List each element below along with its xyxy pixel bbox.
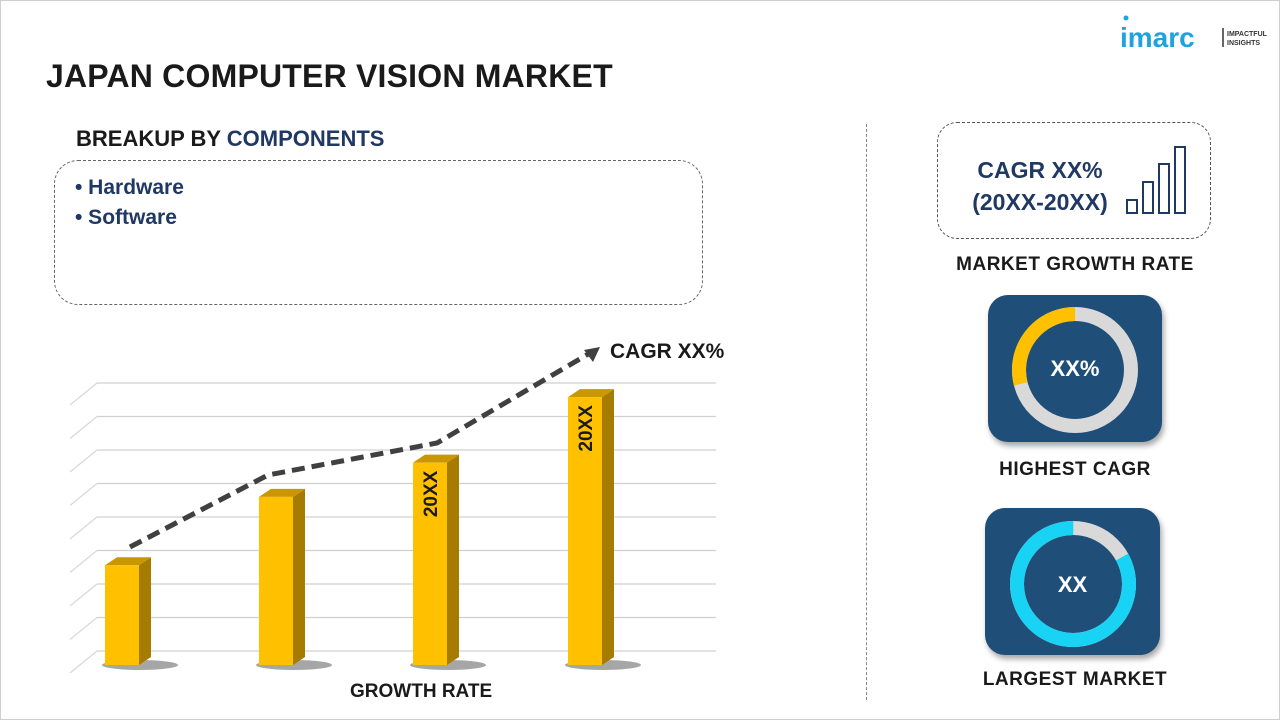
page-title: JAPAN COMPUTER VISION MARKET bbox=[46, 58, 613, 94]
chart-cagr-label: CAGR XX% bbox=[610, 340, 725, 363]
breakup-highlight: COMPONENTS bbox=[226, 126, 385, 151]
trend-line bbox=[128, 350, 592, 550]
gridline-depth bbox=[69, 550, 98, 573]
gridline-depth bbox=[69, 617, 98, 640]
divider bbox=[866, 124, 867, 700]
largest-market-label: LARGEST MARKET bbox=[982, 669, 1168, 690]
growth-chart: 20XX 20XX bbox=[69, 347, 716, 674]
bar-label: 20XX bbox=[576, 405, 597, 452]
svg-text:imarc: imarc bbox=[1120, 22, 1195, 53]
svg-text:IMPACTFUL: IMPACTFUL bbox=[1227, 31, 1268, 38]
breakup-title: BREAKUP BY COMPONENTS bbox=[76, 126, 384, 152]
cagr-line1: CAGR XX% bbox=[977, 157, 1103, 183]
largest-market-donut bbox=[1010, 521, 1136, 647]
largest-market-card: XX bbox=[985, 508, 1160, 655]
highest-cagr-card: XX% bbox=[988, 295, 1162, 442]
highest-cagr-label: HIGHEST CAGR bbox=[999, 459, 1151, 480]
gridline-depth bbox=[69, 483, 98, 506]
gridline-depth bbox=[69, 650, 98, 674]
breakup-box: • Hardware • Software bbox=[54, 160, 703, 305]
bar bbox=[259, 496, 293, 665]
market-growth-label: MARKET GROWTH RATE bbox=[956, 254, 1194, 275]
bar-top bbox=[413, 454, 459, 463]
market-growth-cagr: CAGR XX% (20XX-20XX) bbox=[952, 154, 1128, 218]
bar-side bbox=[447, 454, 459, 665]
bar-side bbox=[139, 557, 151, 665]
bar bbox=[413, 462, 447, 665]
largest-market-value: XX bbox=[1057, 572, 1088, 597]
bar bbox=[105, 565, 139, 665]
breakup-prefix: BREAKUP BY bbox=[76, 126, 227, 151]
bar-top bbox=[259, 488, 305, 497]
gridline-depth bbox=[69, 516, 98, 540]
breakup-item-hardware: • Hardware bbox=[75, 176, 184, 199]
bar-chart-icon bbox=[1126, 146, 1186, 214]
svg-text:INSIGHTS: INSIGHTS bbox=[1227, 40, 1260, 47]
market-growth-box bbox=[937, 122, 1211, 239]
bar-label: 20XX bbox=[421, 470, 442, 517]
imarc-logo: imarc IMPACTFUL INSIGHTS bbox=[1120, 15, 1268, 53]
bar-side bbox=[602, 389, 614, 665]
cagr-line2: (20XX-20XX) bbox=[972, 189, 1108, 215]
highest-cagr-value: XX% bbox=[1050, 356, 1100, 381]
breakup-item-software: • Software bbox=[75, 206, 177, 229]
gridline-depth bbox=[69, 449, 98, 473]
bar-top bbox=[105, 557, 151, 566]
gridline-depth bbox=[69, 416, 98, 439]
trend-arrow-icon bbox=[584, 347, 600, 362]
gridline-depth bbox=[69, 583, 98, 607]
gridline-depth bbox=[69, 382, 98, 406]
highest-cagr-donut bbox=[1012, 307, 1138, 433]
bar-side bbox=[293, 488, 305, 665]
chart-x-label: GROWTH RATE bbox=[350, 681, 493, 702]
bar-top bbox=[568, 389, 614, 398]
bar bbox=[568, 397, 602, 665]
